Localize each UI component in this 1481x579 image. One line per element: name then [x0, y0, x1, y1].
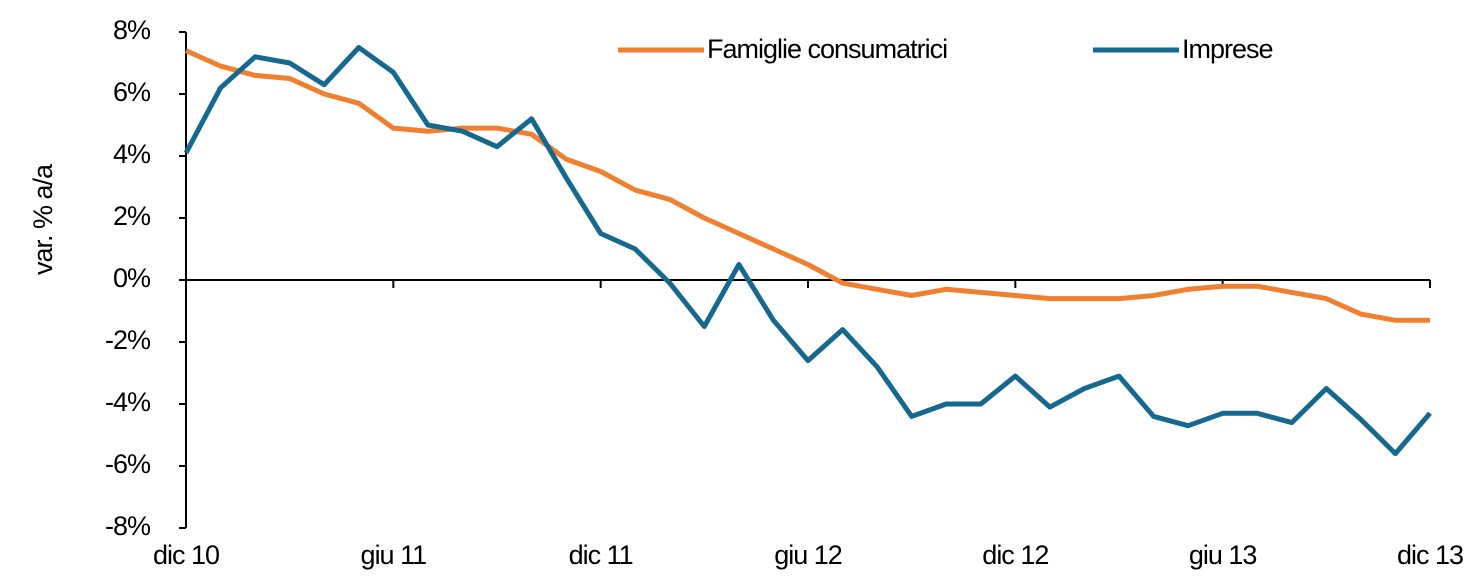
y-tick-label: 8% — [113, 15, 151, 45]
y-tick-label: -4% — [105, 387, 151, 417]
x-tick-label: giu 12 — [774, 540, 842, 570]
x-tick-label: giu 11 — [361, 540, 427, 570]
y-tick-label: -8% — [105, 511, 151, 541]
y-tick-label: 0% — [113, 263, 151, 293]
y-tick-label: 4% — [113, 139, 151, 169]
x-tick-label: dic 13 — [1397, 540, 1463, 570]
x-tick-label: dic 10 — [153, 540, 219, 570]
series-line — [183, 45, 1432, 457]
y-axis-title: var. % a/a — [28, 163, 58, 275]
legend-label: Famiglie consumatrici — [707, 34, 947, 64]
y-tick-label: 6% — [113, 77, 151, 107]
y-tick-label: -2% — [105, 325, 151, 355]
y-tick-label: -6% — [105, 449, 151, 479]
series-line — [184, 48, 1430, 323]
x-tick-label: giu 13 — [1189, 540, 1257, 570]
x-tick-label: dic 12 — [982, 540, 1048, 570]
y-tick-label: 2% — [113, 201, 151, 231]
legend-label: Imprese — [1182, 34, 1273, 64]
x-tick-label: dic 11 — [569, 540, 633, 570]
